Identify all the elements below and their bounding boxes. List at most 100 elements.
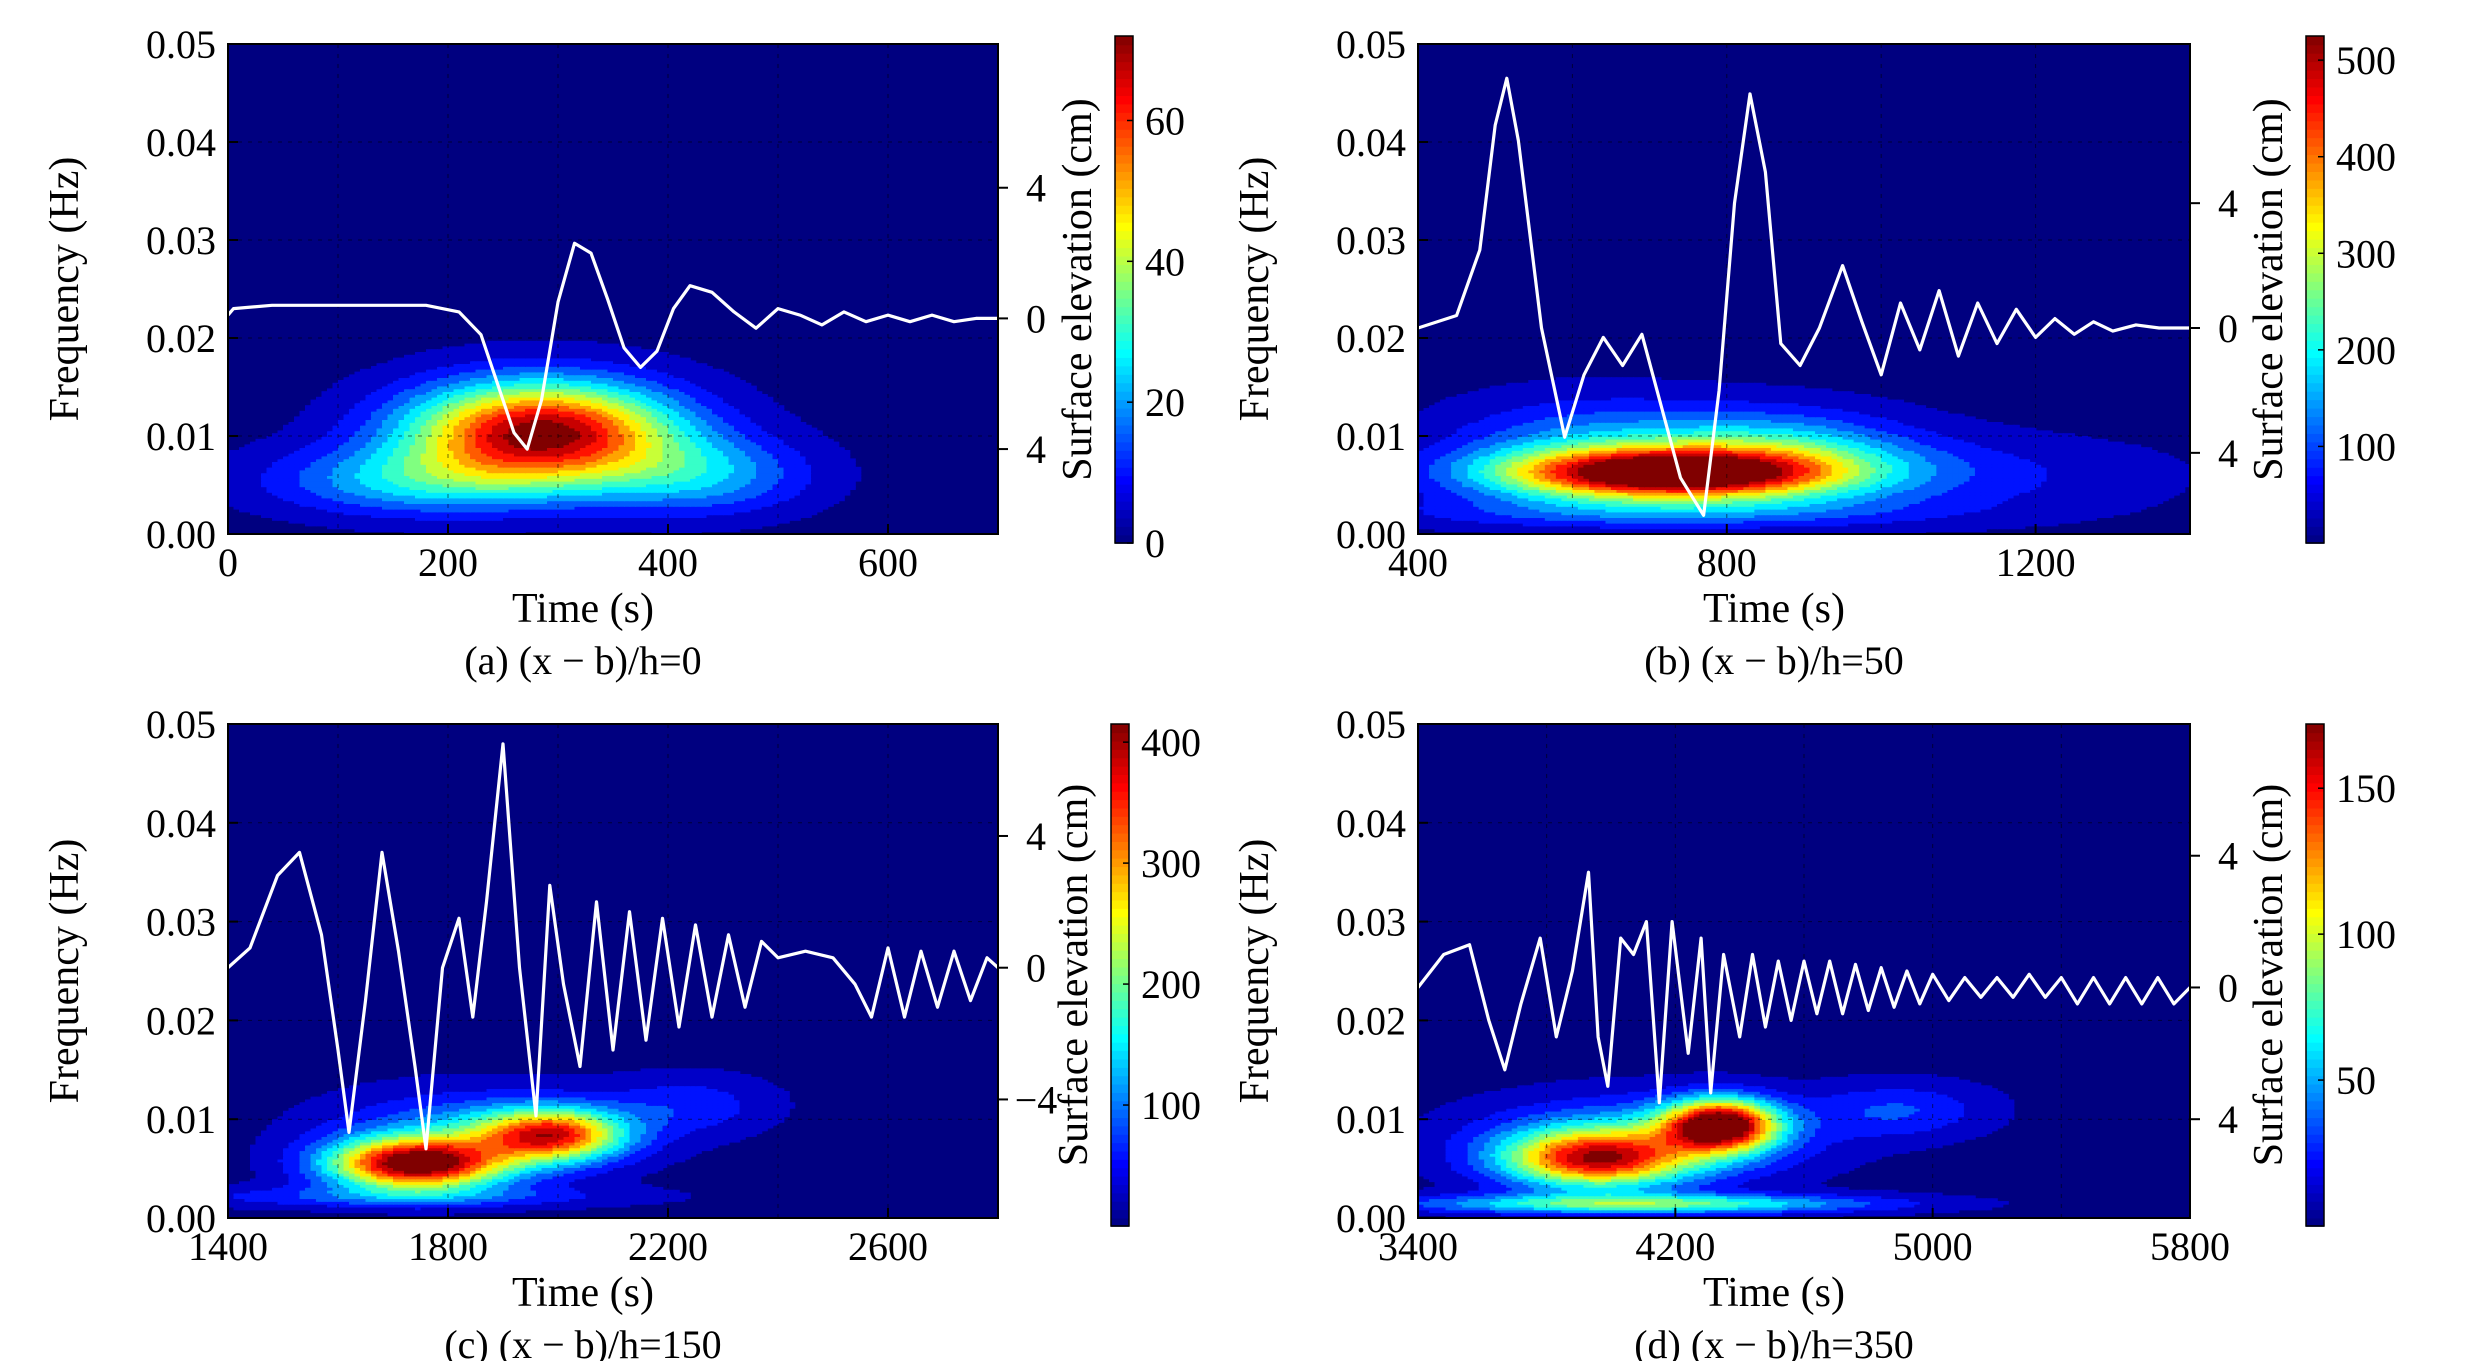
heatmap-cell bbox=[800, 433, 807, 437]
heatmap-cell bbox=[569, 489, 576, 493]
heatmap-cell bbox=[723, 441, 730, 446]
heatmap-cell bbox=[651, 410, 658, 415]
heatmap-cell bbox=[849, 483, 856, 488]
heatmap-cell bbox=[662, 486, 669, 490]
heatmap-cell bbox=[767, 489, 774, 493]
heatmap-cell bbox=[569, 444, 576, 448]
heatmap-cell bbox=[624, 419, 631, 423]
heatmap-cell bbox=[387, 394, 394, 398]
heatmap-cell bbox=[536, 525, 543, 530]
heatmap-cell bbox=[833, 472, 840, 476]
heatmap-cell bbox=[398, 408, 405, 412]
heatmap-cell bbox=[805, 497, 812, 502]
heatmap-cell bbox=[404, 525, 411, 530]
heatmap-cell bbox=[706, 399, 713, 404]
heatmap-cell bbox=[244, 472, 251, 476]
heatmap-cell bbox=[662, 408, 669, 412]
heatmap-cell bbox=[552, 438, 559, 443]
heatmap-cell bbox=[492, 438, 499, 443]
heatmap-cell bbox=[712, 441, 719, 446]
heatmap-cell bbox=[596, 522, 603, 527]
heatmap-cell bbox=[382, 433, 389, 437]
heatmap-cell bbox=[585, 402, 592, 406]
heatmap-cell bbox=[717, 461, 724, 465]
heatmap-cell bbox=[805, 478, 812, 482]
heatmap-cell bbox=[761, 506, 768, 510]
heatmap-cell bbox=[827, 503, 834, 507]
heatmap-cell bbox=[745, 458, 752, 462]
heatmap-cell bbox=[618, 522, 625, 527]
heatmap-cell bbox=[739, 525, 746, 530]
heatmap-cell bbox=[371, 469, 378, 474]
heatmap-cell bbox=[409, 458, 416, 462]
heatmap-cell bbox=[387, 486, 394, 490]
heatmap-cell bbox=[739, 517, 746, 521]
heatmap-cell bbox=[668, 514, 675, 518]
heatmap-cell bbox=[420, 528, 427, 532]
heatmap-cell bbox=[684, 402, 691, 406]
heatmap-cell bbox=[613, 506, 620, 510]
heatmap-cell bbox=[305, 447, 312, 451]
heatmap-cell bbox=[448, 492, 455, 496]
heatmap-cell bbox=[833, 455, 840, 460]
heatmap-cell bbox=[833, 447, 840, 451]
heatmap-cell bbox=[624, 441, 631, 446]
heatmap-cell bbox=[464, 508, 471, 513]
heatmap-cell bbox=[640, 427, 647, 432]
heatmap-cell bbox=[635, 517, 642, 521]
heatmap-cell bbox=[684, 517, 691, 521]
heatmap-cell bbox=[415, 475, 422, 479]
heatmap-cell bbox=[695, 461, 702, 465]
heatmap-cell bbox=[728, 494, 735, 499]
heatmap-cell bbox=[371, 405, 378, 409]
heatmap-cell bbox=[849, 458, 856, 462]
heatmap-cell bbox=[338, 452, 345, 457]
heatmap-cell bbox=[387, 416, 394, 420]
heatmap-cell bbox=[453, 506, 460, 510]
heatmap-cell bbox=[442, 525, 449, 530]
heatmap-cell bbox=[354, 466, 361, 471]
heatmap-cell bbox=[569, 478, 576, 482]
heatmap-cell bbox=[756, 452, 763, 457]
heatmap-cell bbox=[673, 413, 680, 418]
heatmap-cell bbox=[387, 469, 394, 474]
heatmap-cell bbox=[508, 464, 515, 468]
heatmap-cell bbox=[811, 500, 818, 504]
heatmap-cell bbox=[756, 399, 763, 404]
heatmap-cell bbox=[365, 396, 372, 401]
heatmap-cell bbox=[541, 497, 548, 502]
heatmap-cell bbox=[294, 436, 301, 440]
heatmap-cell bbox=[525, 469, 532, 474]
heatmap-cell bbox=[552, 450, 559, 454]
heatmap-cell bbox=[723, 508, 730, 513]
heatmap-cell bbox=[547, 514, 554, 518]
heatmap-cell bbox=[695, 410, 702, 415]
heatmap-cell bbox=[470, 424, 477, 429]
heatmap-cell bbox=[563, 520, 570, 524]
heatmap-cell bbox=[233, 506, 240, 510]
heatmap-cell bbox=[591, 455, 598, 460]
heatmap-cell bbox=[464, 458, 471, 462]
heatmap-cell bbox=[448, 466, 455, 471]
heatmap-cell bbox=[299, 433, 306, 437]
heatmap-cell bbox=[717, 489, 724, 493]
heatmap-cell bbox=[591, 506, 598, 510]
heatmap-cell bbox=[844, 452, 851, 457]
heatmap-cell bbox=[398, 489, 405, 493]
heatmap-cell bbox=[591, 466, 598, 471]
heatmap-cell bbox=[679, 497, 686, 502]
heatmap-cell bbox=[360, 413, 367, 418]
heatmap-cell bbox=[618, 483, 625, 488]
heatmap-cell bbox=[371, 422, 378, 426]
heatmap-cell bbox=[585, 494, 592, 499]
heatmap-cell bbox=[409, 475, 416, 479]
heatmap-cell bbox=[338, 469, 345, 474]
heatmap-cell bbox=[789, 433, 796, 437]
heatmap-cell bbox=[426, 408, 433, 412]
heatmap-cell bbox=[404, 430, 411, 434]
heatmap-cell bbox=[844, 475, 851, 479]
heatmap-cell bbox=[734, 419, 741, 423]
heatmap-cell bbox=[662, 405, 669, 409]
heatmap-cell bbox=[404, 436, 411, 440]
heatmap-cell bbox=[448, 416, 455, 420]
